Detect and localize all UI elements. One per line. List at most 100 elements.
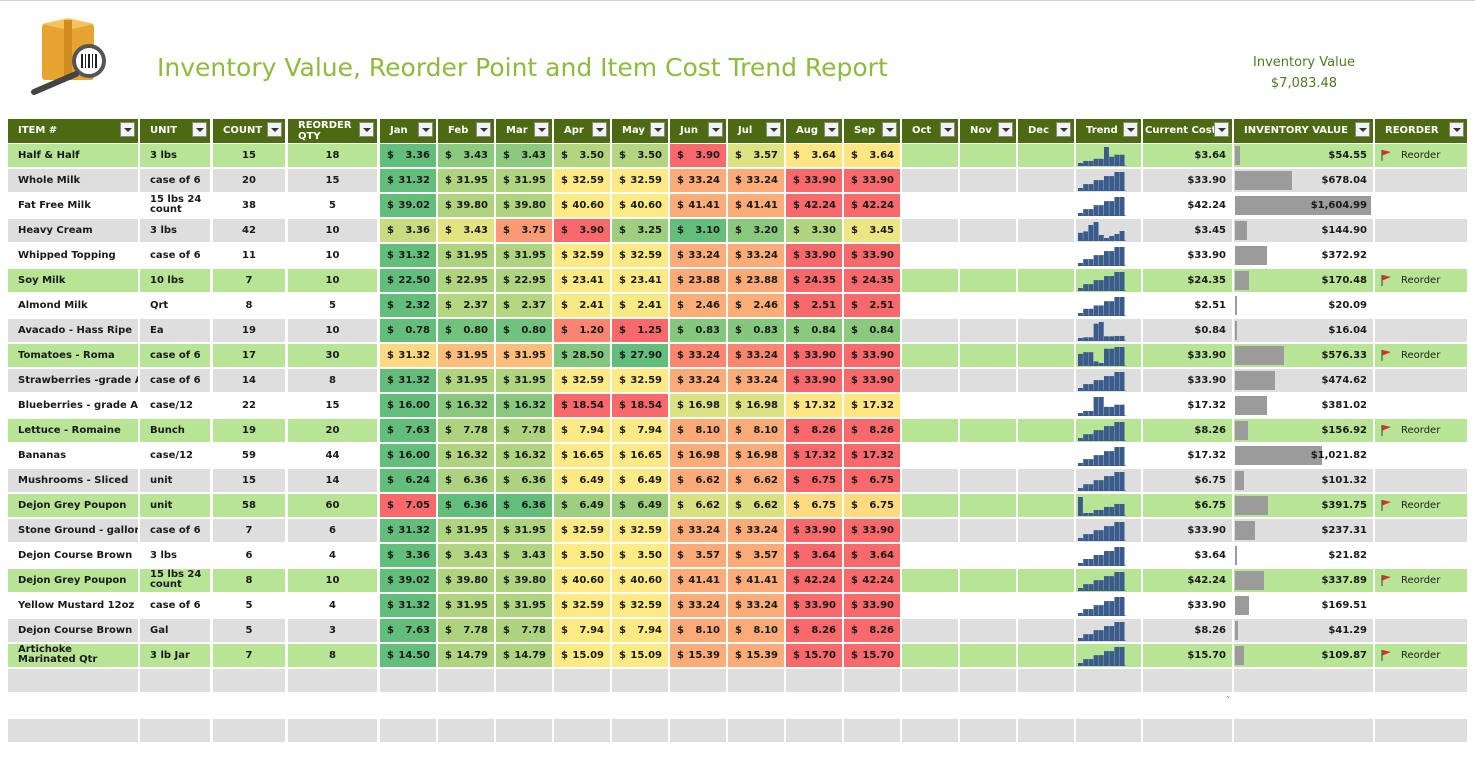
price-nov-empty[interactable] [960, 219, 1016, 242]
inventory-value-cell[interactable]: $381.02 [1234, 394, 1373, 417]
item-cell[interactable]: Yellow Mustard 12oz [8, 594, 138, 617]
price-jun[interactable]: $33.24 [670, 519, 726, 542]
empty-cell[interactable] [496, 719, 552, 742]
price-nov-empty[interactable] [960, 269, 1016, 292]
inventory-value-cell[interactable]: $144.90 [1234, 219, 1373, 242]
current-cost-cell[interactable]: $33.90 [1143, 369, 1232, 392]
header-jan[interactable]: Jan [380, 119, 436, 143]
price-oct-empty[interactable] [902, 569, 958, 592]
empty-cell[interactable] [288, 719, 377, 742]
price-mar[interactable]: $31.95 [496, 519, 552, 542]
price-dec-empty[interactable] [1018, 244, 1074, 267]
reorder-qty-cell[interactable]: 4 [288, 544, 377, 567]
price-nov-empty[interactable] [960, 469, 1016, 492]
price-nov-empty[interactable] [960, 444, 1016, 467]
price-sep[interactable]: $2.51 [844, 294, 900, 317]
price-apr[interactable]: $3.50 [554, 544, 610, 567]
empty-cell[interactable] [8, 694, 138, 717]
header-feb-filter-dropdown-icon[interactable] [476, 122, 491, 137]
reorder-cell[interactable] [1375, 519, 1467, 542]
price-apr[interactable]: $32.59 [554, 519, 610, 542]
price-jan[interactable]: $16.00 [380, 444, 436, 467]
price-may[interactable]: $23.41 [612, 269, 668, 292]
item-cell[interactable]: Dejon Course Brown [8, 619, 138, 642]
price-apr[interactable]: $6.49 [554, 469, 610, 492]
empty-cell[interactable] [1143, 719, 1232, 742]
unit-cell[interactable]: case of 6 [140, 519, 210, 542]
header-reorder-qty[interactable]: REORDER QTY [288, 119, 377, 143]
empty-cell[interactable] [786, 669, 842, 692]
item-cell[interactable]: Soy Milk [8, 269, 138, 292]
trend-cell[interactable] [1076, 194, 1141, 217]
count-cell[interactable]: 7 [213, 519, 285, 542]
price-nov-empty[interactable] [960, 594, 1016, 617]
unit-cell[interactable]: case of 6 [140, 594, 210, 617]
unit-cell[interactable]: Gal [140, 619, 210, 642]
price-jul[interactable]: $33.24 [728, 244, 784, 267]
empty-cell[interactable] [1234, 719, 1373, 742]
trend-cell[interactable] [1076, 144, 1141, 167]
empty-cell[interactable] [786, 719, 842, 742]
price-mar[interactable]: $7.78 [496, 419, 552, 442]
price-mar[interactable]: $16.32 [496, 444, 552, 467]
count-cell[interactable]: 15 [213, 469, 285, 492]
price-jun[interactable]: $41.41 [670, 569, 726, 592]
inventory-value-cell[interactable]: $169.51 [1234, 594, 1373, 617]
item-cell[interactable]: Tomatoes - Roma [8, 344, 138, 367]
price-sep[interactable]: $8.26 [844, 419, 900, 442]
header-oct-filter-dropdown-icon[interactable] [940, 122, 955, 137]
price-dec-empty[interactable] [1018, 519, 1074, 542]
price-aug[interactable]: $33.90 [786, 519, 842, 542]
empty-cell[interactable] [960, 694, 1016, 717]
price-may[interactable]: $18.54 [612, 394, 668, 417]
unit-cell[interactable]: case of 6 [140, 244, 210, 267]
current-cost-cell[interactable]: $2.51 [1143, 294, 1232, 317]
count-cell[interactable]: 7 [213, 269, 285, 292]
price-apr[interactable]: $16.65 [554, 444, 610, 467]
price-feb[interactable]: $0.80 [438, 319, 494, 342]
header-dec[interactable]: Dec [1018, 119, 1074, 143]
reorder-cell[interactable] [1375, 369, 1467, 392]
reorder-qty-cell[interactable]: 5 [288, 194, 377, 217]
trend-cell[interactable] [1076, 594, 1141, 617]
current-cost-cell[interactable]: $33.90 [1143, 344, 1232, 367]
price-oct-empty[interactable] [902, 144, 958, 167]
price-aug[interactable]: $17.32 [786, 444, 842, 467]
price-jul[interactable]: $33.24 [728, 594, 784, 617]
header-aug-filter-dropdown-icon[interactable] [824, 122, 839, 137]
empty-cell[interactable] [1076, 694, 1141, 717]
trend-cell[interactable] [1076, 444, 1141, 467]
price-sep[interactable]: $33.90 [844, 244, 900, 267]
empty-cell[interactable] [728, 719, 784, 742]
price-aug[interactable]: $2.51 [786, 294, 842, 317]
price-feb[interactable]: $16.32 [438, 444, 494, 467]
price-sep[interactable]: $17.32 [844, 444, 900, 467]
price-apr[interactable]: $7.94 [554, 419, 610, 442]
header-current-cost[interactable]: Current Cost [1143, 119, 1232, 143]
current-cost-cell[interactable]: $15.70 [1143, 644, 1232, 667]
empty-cell[interactable] [612, 669, 668, 692]
empty-cell[interactable] [554, 694, 610, 717]
price-aug[interactable]: $8.26 [786, 419, 842, 442]
empty-cell[interactable] [380, 669, 436, 692]
price-aug[interactable]: $33.90 [786, 344, 842, 367]
price-jan[interactable]: $7.05 [380, 494, 436, 517]
item-cell[interactable]: Dejon Grey Poupon [8, 494, 138, 517]
empty-cell[interactable] [612, 694, 668, 717]
price-jul[interactable]: $8.10 [728, 419, 784, 442]
item-cell[interactable]: Heavy Cream [8, 219, 138, 242]
price-feb[interactable]: $39.80 [438, 194, 494, 217]
empty-cell[interactable] [288, 669, 377, 692]
price-dec-empty[interactable] [1018, 394, 1074, 417]
inventory-value-cell[interactable]: $237.31 [1234, 519, 1373, 542]
price-dec-empty[interactable] [1018, 444, 1074, 467]
price-may[interactable]: $1.25 [612, 319, 668, 342]
inventory-value-cell[interactable]: $41.29 [1234, 619, 1373, 642]
count-cell[interactable]: 20 [213, 169, 285, 192]
price-mar[interactable]: $3.43 [496, 144, 552, 167]
reorder-cell[interactable] [1375, 394, 1467, 417]
price-aug[interactable]: $3.30 [786, 219, 842, 242]
price-feb[interactable]: $7.78 [438, 419, 494, 442]
current-cost-cell[interactable]: $6.75 [1143, 494, 1232, 517]
price-aug[interactable]: $42.24 [786, 194, 842, 217]
